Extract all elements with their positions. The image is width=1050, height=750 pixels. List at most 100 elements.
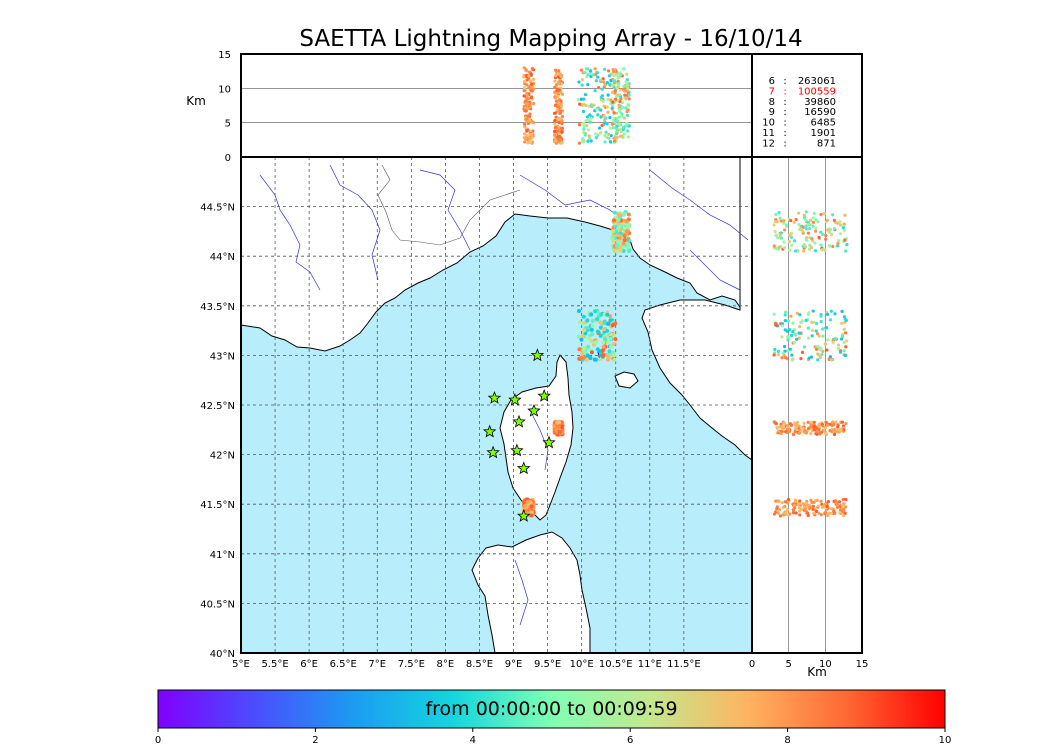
lightning-source-point-top	[553, 126, 557, 130]
map-y-tick-label: 40°N	[210, 649, 235, 660]
lightning-source-point-top	[557, 117, 561, 122]
lightning-source-point-right	[836, 343, 841, 347]
lightning-source-point	[580, 334, 585, 339]
lightning-source-point-top	[609, 78, 613, 83]
lightning-source-point-right	[820, 232, 825, 237]
lightning-source-point-right	[783, 313, 787, 317]
lightning-source-point	[599, 312, 604, 317]
lightning-source-point-top	[615, 128, 619, 132]
lightning-source-point-top	[527, 85, 531, 89]
lightning-source-point-right	[819, 348, 823, 352]
lightning-source-point-right	[830, 233, 834, 237]
lightning-source-point-top	[553, 129, 557, 133]
right-x-ticks: 0 5 10 15	[749, 659, 869, 670]
lightning-source-point-top	[582, 121, 586, 126]
lightning-source-point-right	[845, 339, 849, 343]
lightning-source-point-right	[797, 424, 801, 428]
lightning-source-point-top	[553, 79, 557, 83]
elba-island	[614, 371, 639, 389]
lightning-source-point-right	[836, 241, 840, 246]
lightning-source-point-top	[627, 93, 631, 97]
lightning-source-point-right	[774, 323, 778, 327]
lightning-source-point-right	[788, 422, 792, 426]
italy-coast	[641, 157, 752, 461]
lightning-source-point-right	[801, 249, 806, 253]
station-star-marker	[508, 392, 522, 406]
lightning-source-point	[622, 238, 627, 243]
station-count-value: 263061	[798, 76, 836, 87]
lightning-source-point-right	[816, 352, 820, 356]
lightning-source-point-top	[619, 72, 623, 77]
lightning-source-point-right	[805, 235, 809, 240]
lightning-source-point	[590, 323, 595, 328]
lightning-source-point-top	[577, 123, 582, 127]
map-x-tick-label: 9°E	[505, 659, 523, 670]
lightning-source-point-right	[841, 508, 846, 512]
lightning-source-point-top	[602, 67, 607, 71]
lightning-source-point-top	[624, 96, 629, 100]
lightning-source-point	[622, 218, 627, 223]
lightning-source-point-right	[772, 512, 777, 516]
lightning-source-point-top	[609, 133, 613, 138]
map-lightning-sources	[521, 209, 632, 518]
lightning-source-point-right	[786, 428, 791, 432]
lightning-source-point-right	[789, 333, 794, 338]
lightning-source-point-right	[815, 321, 819, 326]
lightning-source-point-top	[530, 120, 534, 124]
lightning-source-point-right	[780, 335, 784, 339]
lightning-source-point-top	[603, 116, 608, 120]
lightning-source-point-top	[600, 123, 604, 128]
lightning-source-point-right	[785, 507, 789, 512]
lightning-source-point	[586, 344, 591, 349]
lightning-source-point	[598, 333, 603, 338]
lightning-source-point-top	[594, 132, 598, 136]
lightning-source-point-right	[816, 504, 820, 508]
lightning-source-point-right	[813, 249, 818, 253]
lightning-source-point-top	[622, 132, 626, 136]
lightning-source-point-right	[842, 349, 846, 353]
lightning-source-point-right	[783, 344, 787, 349]
lightning-source-point-right	[804, 218, 808, 222]
lightning-source-point-right	[836, 346, 841, 350]
station-count-row: 11: 1901	[762, 128, 836, 139]
lightning-source-point-right	[831, 213, 835, 217]
lightning-source-point-top	[625, 72, 629, 76]
right-x-tick-label: 5	[785, 659, 791, 670]
colorbar: 0 2 4 6 8 10	[155, 689, 951, 746]
lightning-source-point-top	[622, 89, 626, 93]
lightning-source-point-top	[523, 136, 527, 140]
lightning-source-point-right	[802, 213, 806, 217]
lightning-source-point-right	[806, 511, 810, 515]
lightning-source-point-right	[794, 511, 798, 515]
lightning-source-point-top	[601, 77, 605, 81]
lightning-source-point-top	[586, 139, 590, 143]
lightning-source-point-right	[825, 504, 829, 508]
lightning-source-point-top	[587, 104, 591, 109]
latitude-altitude-panel: 0 5 10 15 Km	[749, 156, 869, 679]
lightning-source-point-top	[608, 140, 613, 144]
lightning-source-point-top	[555, 89, 559, 93]
lightning-source-point-right	[793, 332, 797, 336]
lightning-source-point-top	[582, 124, 586, 128]
map-x-ticks: 5°E 5.5°E 6°E 6.5°E 7°E 7.5°E 8°E 8.5°E 9°E 9.5°E…	[232, 659, 701, 670]
lightning-source-point-top	[625, 113, 629, 117]
lightning-source-point-right	[800, 228, 804, 232]
lightning-source-point-right	[824, 326, 829, 330]
lightning-source-point-right	[833, 337, 837, 341]
lightning-source-point-top	[599, 108, 603, 112]
lightning-source-point-top	[580, 78, 584, 82]
lightning-source-point-right	[839, 428, 843, 433]
lightning-source-point-right	[788, 347, 792, 351]
lightning-source-point	[597, 349, 602, 354]
lightning-source-point-right	[797, 431, 802, 435]
lightning-source-point-right	[825, 312, 830, 316]
lightning-source-point-right	[828, 318, 833, 322]
lightning-source-point-right	[779, 236, 784, 240]
top-y-tick-label: 15	[218, 50, 231, 61]
top-y-ticks: 0 5 10 15	[218, 50, 231, 164]
lightning-source-point-right	[813, 241, 817, 245]
lightning-source-point-top	[615, 119, 619, 123]
station-count-stations: 6	[769, 76, 775, 87]
lightning-source-point-right	[802, 421, 806, 425]
lightning-source-point-top	[529, 95, 534, 100]
